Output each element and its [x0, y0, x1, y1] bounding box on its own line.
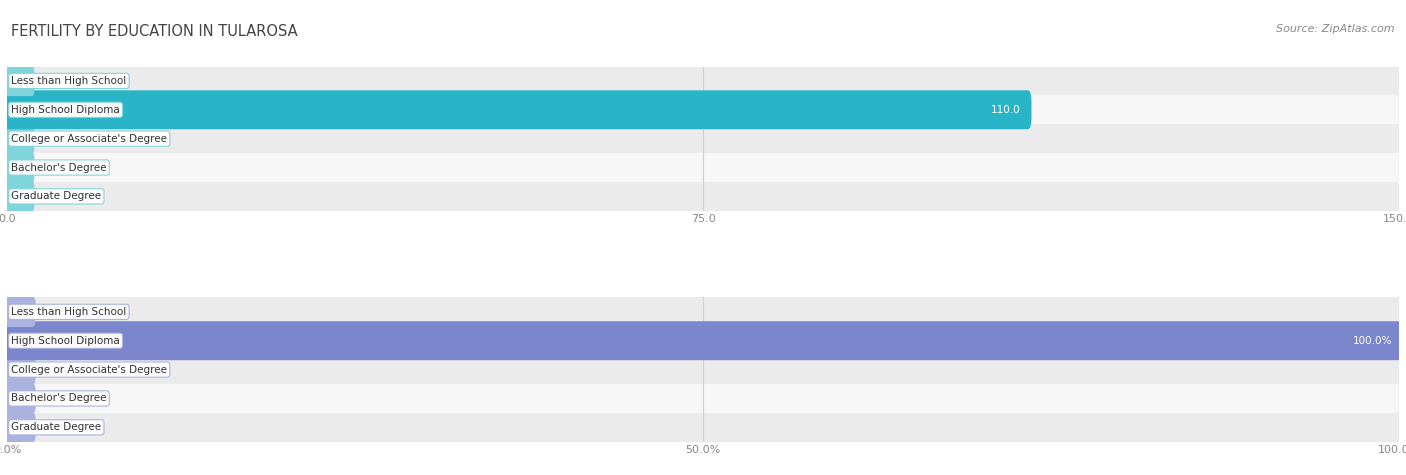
FancyBboxPatch shape	[4, 354, 35, 385]
Text: 0.0: 0.0	[44, 133, 59, 143]
FancyBboxPatch shape	[4, 124, 34, 154]
Text: 0.0%: 0.0%	[44, 365, 69, 375]
Text: High School Diploma: High School Diploma	[11, 336, 120, 346]
FancyBboxPatch shape	[4, 412, 35, 443]
FancyBboxPatch shape	[7, 182, 1399, 211]
Text: Less than High School: Less than High School	[11, 307, 127, 317]
FancyBboxPatch shape	[4, 152, 34, 183]
FancyBboxPatch shape	[7, 153, 1399, 182]
Text: 0.0: 0.0	[44, 76, 59, 86]
FancyBboxPatch shape	[4, 297, 35, 327]
FancyBboxPatch shape	[4, 66, 34, 96]
FancyBboxPatch shape	[7, 297, 1399, 326]
FancyBboxPatch shape	[7, 66, 1399, 95]
FancyBboxPatch shape	[7, 326, 1399, 355]
Text: Bachelor's Degree: Bachelor's Degree	[11, 162, 107, 172]
Text: 0.0%: 0.0%	[44, 422, 69, 432]
FancyBboxPatch shape	[7, 355, 1399, 384]
Text: 0.0%: 0.0%	[44, 393, 69, 403]
Text: Source: ZipAtlas.com: Source: ZipAtlas.com	[1277, 24, 1395, 34]
FancyBboxPatch shape	[3, 90, 1032, 129]
Text: FERTILITY BY EDUCATION IN TULAROSA: FERTILITY BY EDUCATION IN TULAROSA	[11, 24, 298, 39]
Text: College or Associate's Degree: College or Associate's Degree	[11, 133, 167, 143]
FancyBboxPatch shape	[1, 321, 1405, 360]
Text: Graduate Degree: Graduate Degree	[11, 422, 101, 432]
Text: Less than High School: Less than High School	[11, 76, 127, 86]
FancyBboxPatch shape	[7, 95, 1399, 124]
FancyBboxPatch shape	[7, 124, 1399, 153]
Text: 0.0%: 0.0%	[44, 307, 69, 317]
Text: 110.0: 110.0	[991, 105, 1021, 115]
Text: 0.0: 0.0	[44, 191, 59, 201]
FancyBboxPatch shape	[7, 384, 1399, 413]
Text: Graduate Degree: Graduate Degree	[11, 191, 101, 201]
Text: High School Diploma: High School Diploma	[11, 105, 120, 115]
FancyBboxPatch shape	[4, 383, 35, 414]
Text: 100.0%: 100.0%	[1353, 336, 1392, 346]
FancyBboxPatch shape	[7, 413, 1399, 442]
FancyBboxPatch shape	[4, 181, 34, 211]
Text: College or Associate's Degree: College or Associate's Degree	[11, 365, 167, 375]
Text: Bachelor's Degree: Bachelor's Degree	[11, 393, 107, 403]
Text: 0.0: 0.0	[44, 162, 59, 172]
